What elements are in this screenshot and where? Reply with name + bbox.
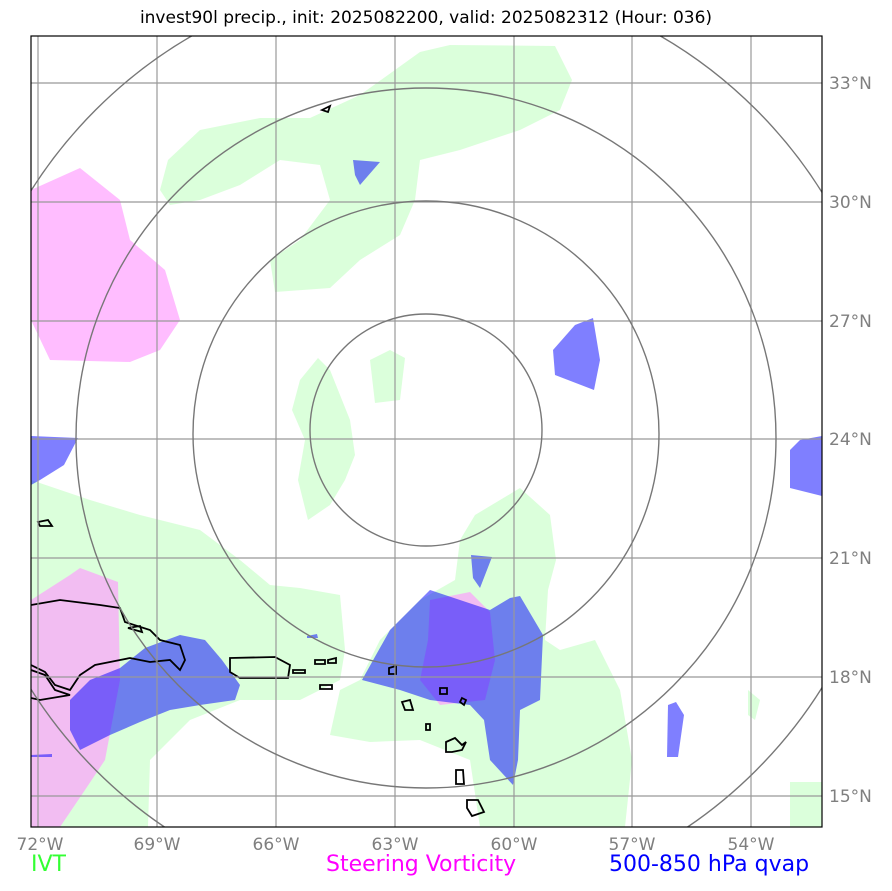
qvap-region-east <box>790 436 822 496</box>
coastline-dominica <box>455 769 465 785</box>
lon-label: 57°W <box>609 835 656 855</box>
latitude-labels: 33°N 30°N 27°N 24°N 21°N 18°N 15°N <box>829 74 872 807</box>
coastline-islet-3 <box>292 669 306 674</box>
coastline-islet-11 <box>425 723 431 731</box>
qvap-contours <box>31 160 822 785</box>
lon-label: 72°W <box>17 835 64 855</box>
vorticity-region-northwest <box>31 168 180 362</box>
legend-qvap: 500-850 hPa qvap <box>609 852 810 877</box>
coastline-islet-8 <box>439 687 448 695</box>
coastline-islet-5 <box>319 684 333 690</box>
coastline-islet-10 <box>400 698 415 711</box>
coastline-islet-north <box>319 104 332 114</box>
qvap-region-northeast <box>553 318 600 390</box>
coastline-guadeloupe <box>445 736 467 753</box>
lat-label: 18°N <box>829 668 872 688</box>
qvap-region-main <box>362 590 543 785</box>
ivt-region-east-edge <box>748 690 760 720</box>
lat-label: 24°N <box>829 430 872 450</box>
legend-vorticity: Steering Vorticity <box>326 852 517 877</box>
legend-ivt: IVT <box>31 852 66 877</box>
coastline-islet-6 <box>327 656 337 664</box>
qvap-region-tiny <box>307 634 318 638</box>
coastline-islet-9 <box>458 696 468 707</box>
lon-label: 69°W <box>134 835 181 855</box>
range-ring-3 <box>75 87 777 789</box>
coastline-islet-2 <box>127 624 144 634</box>
coastline-islet-4 <box>314 659 326 665</box>
range-ring-2 <box>192 200 660 668</box>
qvap-region-small-north <box>471 555 492 588</box>
coastline-islet-1 <box>36 518 54 527</box>
coastline-islet-7 <box>388 664 397 675</box>
qvap-region-west <box>31 436 78 485</box>
qvap-region-north <box>353 160 380 185</box>
lat-label: 21°N <box>829 549 872 569</box>
qvap-region-west-small <box>31 754 52 757</box>
qvap-region-southeast <box>667 702 684 757</box>
ivt-region-center-small <box>370 350 405 403</box>
lat-label: 33°N <box>829 74 872 94</box>
lon-label: 66°W <box>253 835 300 855</box>
coastline-puerto-rico <box>229 656 291 679</box>
lon-label: 54°W <box>728 835 775 855</box>
lon-label: 63°W <box>372 835 419 855</box>
qvap-region-hispaniola <box>70 635 240 750</box>
gridlines <box>31 36 822 827</box>
ivt-region-southeast-corner <box>790 782 822 827</box>
range-ring-1 <box>309 313 543 547</box>
lon-label: 60°W <box>491 835 538 855</box>
lat-label: 27°N <box>829 312 872 332</box>
coastline-martinique <box>466 799 486 818</box>
map-title: invest90l precip., init: 2025082200, val… <box>139 8 713 28</box>
lat-label: 15°N <box>829 787 872 807</box>
longitude-labels: 72°W 69°W 66°W 63°W 60°W 57°W 54°W <box>17 835 775 855</box>
lat-label: 30°N <box>829 193 872 213</box>
map-frame <box>30 35 823 828</box>
